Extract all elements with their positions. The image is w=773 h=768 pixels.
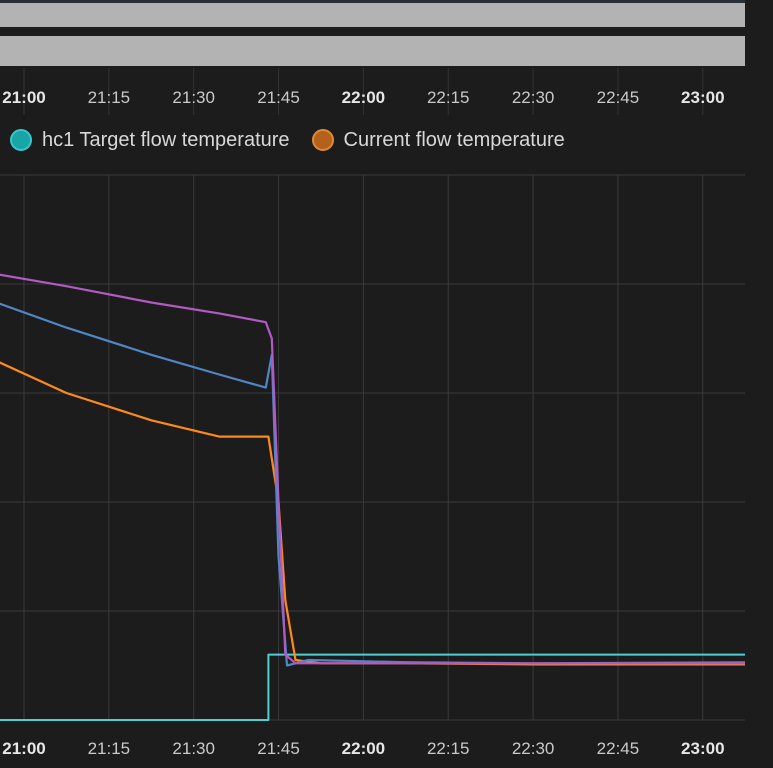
top-axis-tick-label: 21:45 xyxy=(257,88,300,107)
bottom-axis-tick-label: 21:30 xyxy=(172,739,215,758)
right-edge-strip xyxy=(745,0,773,768)
timeline-range-bar-top[interactable] xyxy=(0,3,745,27)
bottom-axis-tick-label: 22:00 xyxy=(342,739,385,758)
series-line-3 xyxy=(0,273,764,665)
bottom-axis-tick-label: 21:00 xyxy=(2,739,45,758)
legend-swatch-target-icon xyxy=(10,129,32,151)
bottom-axis-tick-label: 22:15 xyxy=(427,739,470,758)
top-axis-tick-label: 21:00 xyxy=(2,88,45,107)
top-axis-tick-label: 23:00 xyxy=(681,88,724,107)
top-axis-tick-label: 22:00 xyxy=(342,88,385,107)
legend-item-current[interactable]: Current flow temperature xyxy=(311,128,565,152)
top-axis-tick-label: 22:30 xyxy=(512,88,555,107)
bottom-axis-tick-label: 21:45 xyxy=(257,739,300,758)
series-line-1 xyxy=(0,361,764,666)
bottom-axis-tick-label: 22:30 xyxy=(512,739,555,758)
legend-label-target: hc1 Target flow temperature xyxy=(42,128,290,151)
legend: hc1 Target flow temperature Current flow… xyxy=(10,125,587,155)
series-line-0 xyxy=(0,653,764,721)
bottom-axis-tick-label: 23:00 xyxy=(681,739,724,758)
top-border xyxy=(0,0,773,3)
legend-label-current: Current flow temperature xyxy=(343,128,565,151)
timeline-range-bar-bottom[interactable] xyxy=(0,36,745,66)
top-axis-tick-label: 21:30 xyxy=(172,88,215,107)
top-axis-tick-label: 22:45 xyxy=(597,88,640,107)
top-axis-tick-label: 22:15 xyxy=(427,88,470,107)
top-axis-tick-label: 21:15 xyxy=(88,88,131,107)
legend-item-target[interactable]: hc1 Target flow temperature xyxy=(10,129,290,152)
legend-swatch-current-icon xyxy=(311,129,334,151)
bottom-axis-tick-label: 22:45 xyxy=(597,739,640,758)
bottom-axis-tick-label: 21:15 xyxy=(88,739,131,758)
